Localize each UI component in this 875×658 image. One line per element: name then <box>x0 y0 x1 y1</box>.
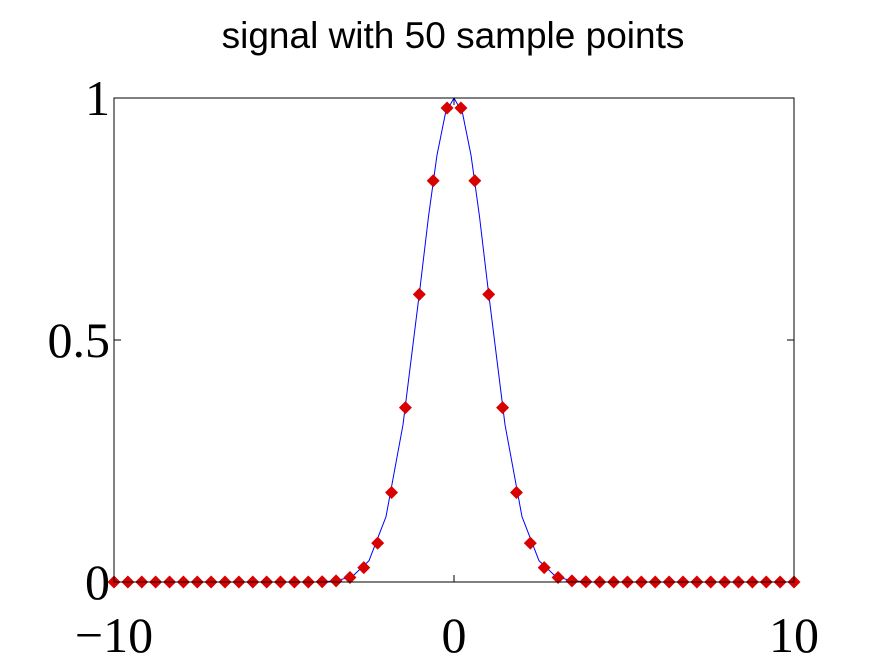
sample-point <box>440 101 454 115</box>
plot-frame <box>113 97 795 583</box>
sample-point <box>371 536 385 550</box>
plot-marks <box>107 97 801 589</box>
series-line <box>114 97 794 583</box>
x-tick-label: −10 <box>75 607 153 658</box>
sample-point <box>482 287 496 301</box>
sample-point <box>523 536 537 550</box>
sample-point <box>343 570 357 584</box>
y-tick-label: 0 <box>85 554 110 610</box>
x-tick-label: 0 <box>442 607 467 658</box>
sample-point <box>426 174 440 188</box>
sample-point <box>454 101 468 115</box>
sample-point <box>412 287 426 301</box>
sample-point <box>329 574 343 588</box>
sample-point <box>551 570 565 584</box>
sample-point <box>537 561 551 575</box>
x-tick-label: 10 <box>769 607 819 658</box>
sample-point <box>385 486 399 500</box>
sample-point <box>509 486 523 500</box>
chart-title: signal with 50 sample points <box>222 15 685 56</box>
y-tick-label: 0.5 <box>48 312 111 368</box>
sample-point <box>398 401 412 415</box>
sample-point <box>357 561 371 575</box>
sample-point <box>565 574 579 588</box>
sample-point <box>496 401 510 415</box>
sample-point <box>468 174 482 188</box>
y-tick-label: 1 <box>85 70 110 126</box>
